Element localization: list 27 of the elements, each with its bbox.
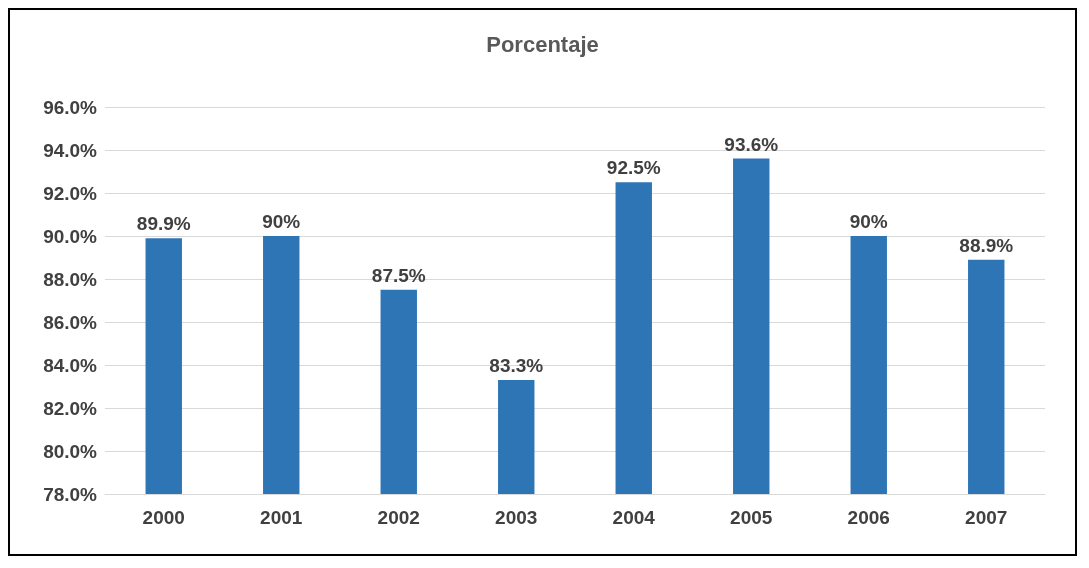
data-label: 83.3% [489,355,544,377]
y-tick-label: 84.0% [43,354,98,376]
y-tick-label: 88.0% [43,268,98,290]
x-tick-label: 2005 [730,507,773,528]
y-tick-label: 90.0% [43,225,98,247]
data-label: 90% [849,211,888,232]
x-tick-label: 2004 [612,507,656,528]
y-tick-label: 80.0% [43,440,98,462]
x-tick-label: 2001 [260,507,303,528]
data-label: 87.5% [371,264,426,286]
x-tick-label: 2000 [142,507,185,528]
data-label: 93.6% [724,133,779,155]
x-tick-label: 2006 [847,507,890,528]
x-tick-label: 2002 [377,507,420,528]
x-tick-label: 2003 [495,507,538,528]
y-tick-label: 82.0% [43,397,98,419]
y-tick-label: 92.0% [43,182,98,204]
data-label: 90% [262,211,301,232]
y-tick-label: 78.0% [43,483,98,505]
data-label: 89.9% [136,213,191,235]
data-label: 88.9% [959,234,1014,256]
y-tick-label: 96.0% [43,96,98,118]
y-tick-label: 86.0% [43,311,98,333]
chart-title: Porcentaje [486,31,599,57]
data-label: 92.5% [606,157,661,179]
x-tick-label: 2007 [965,507,1008,528]
y-tick-label: 94.0% [43,139,98,161]
